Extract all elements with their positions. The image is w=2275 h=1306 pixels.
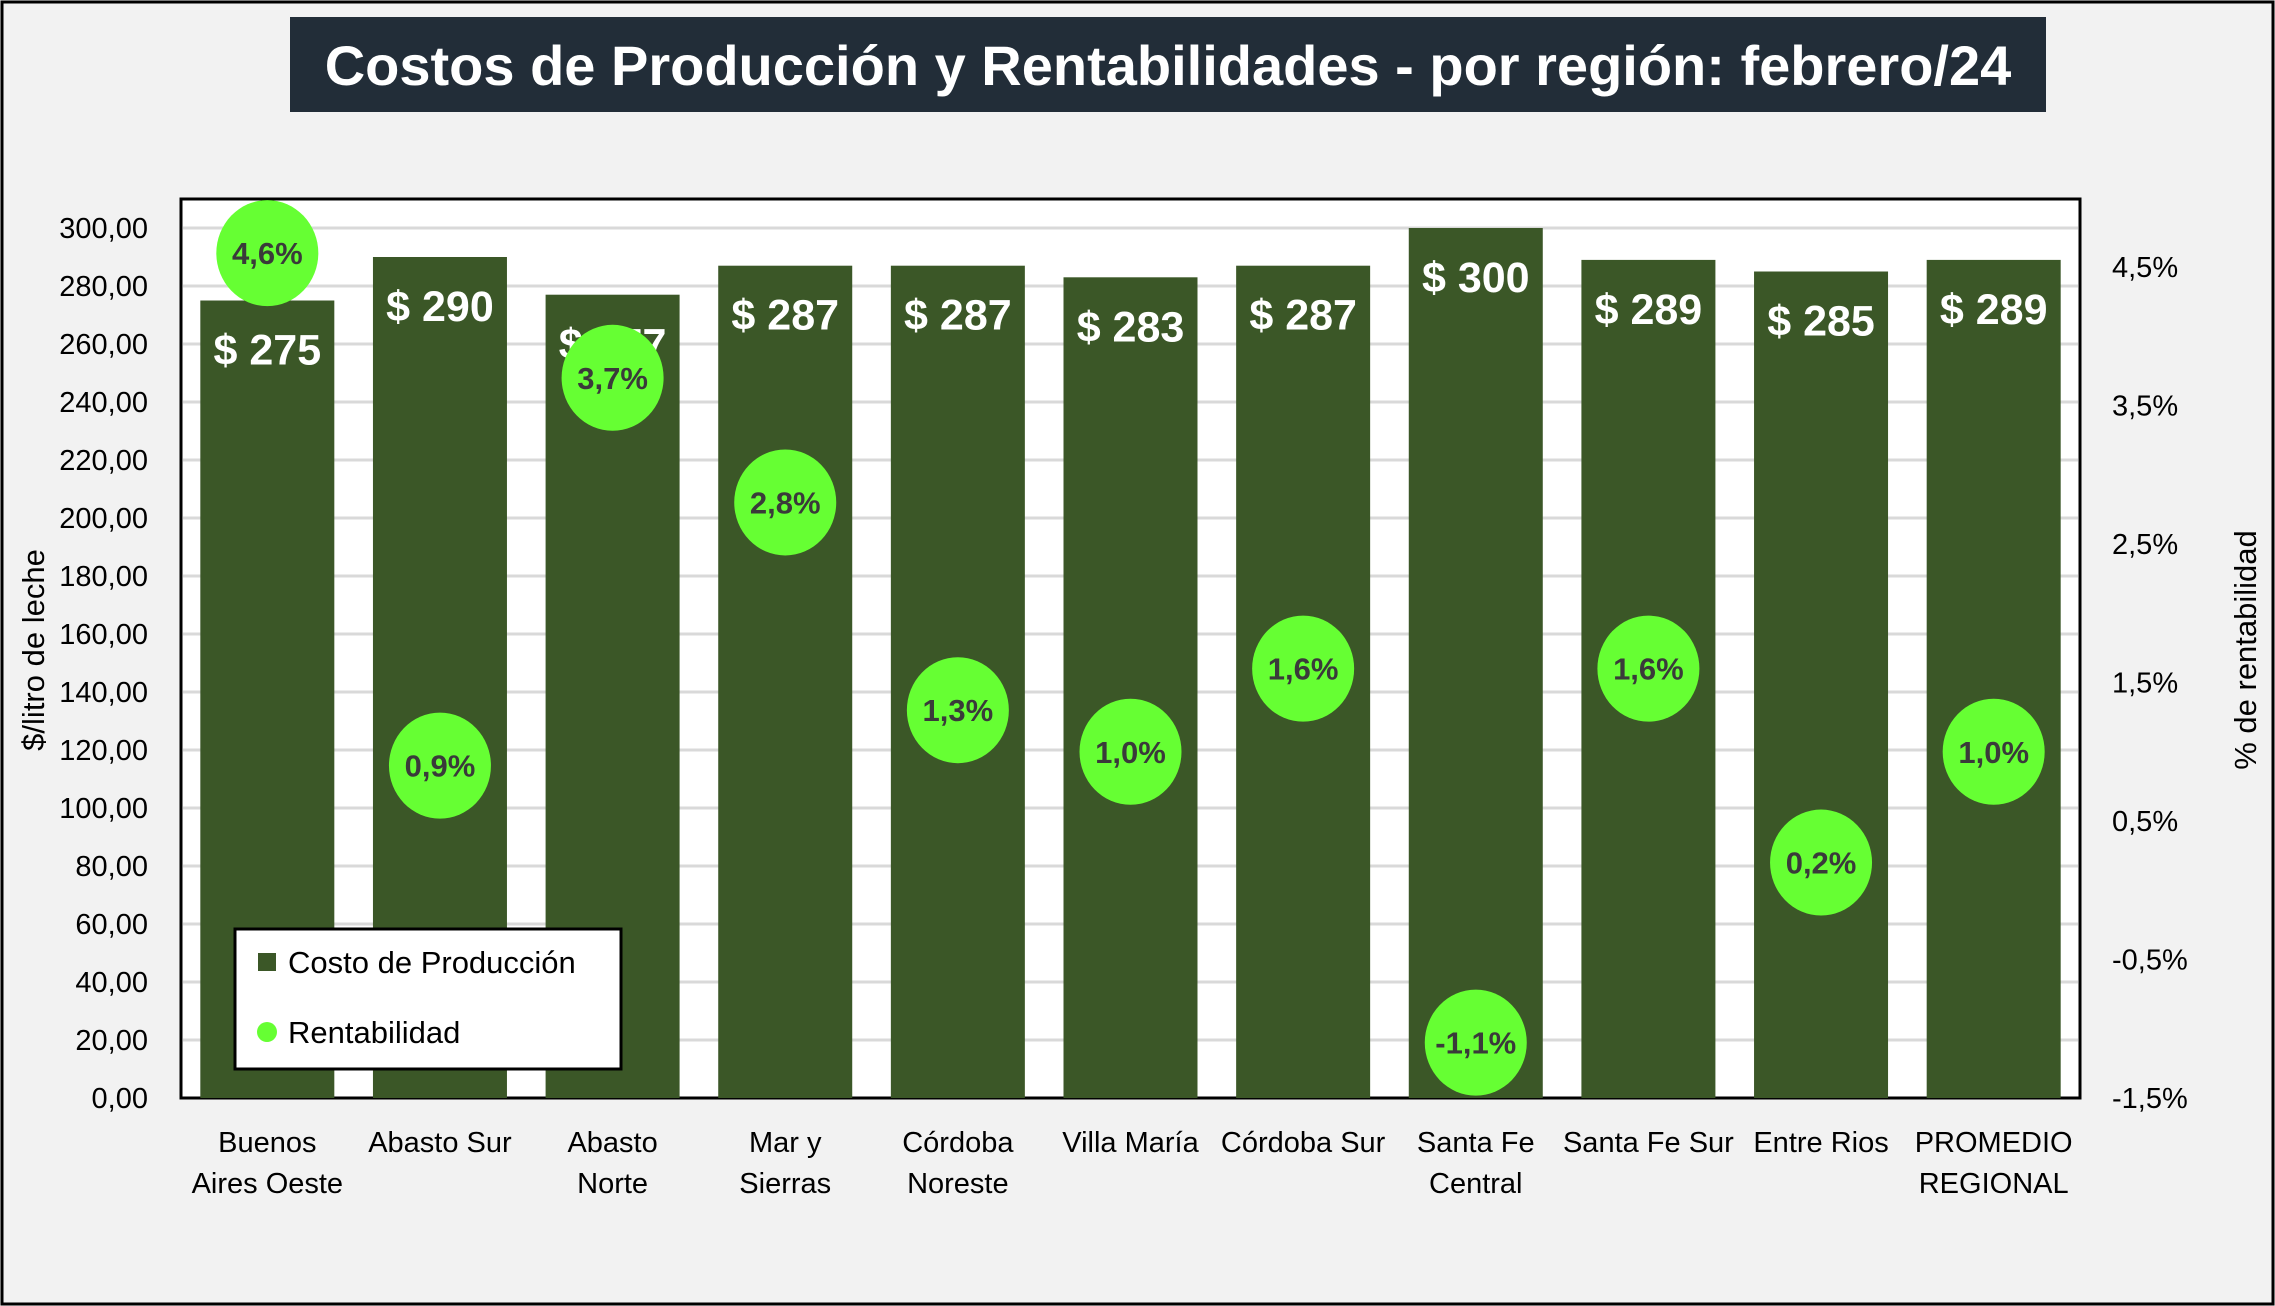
category-label: Córdoba (902, 1127, 1014, 1159)
bar (1408, 228, 1543, 1098)
rentabilidad-data-label: 1,0% (1095, 735, 1166, 770)
rentabilidad-point (1770, 809, 1873, 916)
rentabilidad-point (906, 657, 1009, 764)
legend-swatch-rentabilidad (257, 1022, 277, 1042)
category-label: Aires Oeste (192, 1168, 344, 1200)
rentabilidad-data-label: -1,1% (1435, 1026, 1516, 1061)
y-tick-label: 20,00 (75, 1025, 148, 1057)
category-label: Sierras (739, 1168, 831, 1200)
y-tick-label: 240,00 (59, 387, 148, 419)
y-axis-title: $/litro de leche (16, 549, 51, 751)
chart-title: Costos de Producción y Rentabilidades - … (325, 34, 2012, 97)
y-tick-label: 60,00 (75, 909, 148, 941)
bar-data-label: $ 287 (731, 292, 839, 340)
bar-data-label: $ 289 (1595, 286, 1703, 334)
y-tick-label: 200,00 (59, 503, 148, 535)
category-label: PROMEDIO (1915, 1127, 2073, 1159)
bar (1754, 271, 1889, 1098)
y-tick-label: 160,00 (59, 619, 148, 651)
y2-tick-label: 3,5% (2112, 391, 2178, 423)
category-label: Buenos (218, 1127, 316, 1159)
category-label: Santa Fe (1417, 1127, 1535, 1159)
rentabilidad-point (1252, 615, 1355, 722)
rentabilidad-data-label: 1,6% (1613, 652, 1684, 687)
category-label: Santa Fe Sur (1563, 1127, 1734, 1159)
y-tick-label: 40,00 (75, 967, 148, 999)
legend: Costo de Producción Rentabilidad (233, 927, 623, 1071)
rentabilidad-data-label: 2,8% (750, 485, 821, 520)
y-tick-label: 140,00 (59, 677, 148, 709)
rentabilidad-point (1424, 989, 1527, 1096)
bar-data-label: $ 290 (386, 283, 494, 331)
title-box (290, 17, 2046, 112)
legend-label-rentabilidad: Rentabilidad (288, 1015, 460, 1050)
y2-tick-label: 0,5% (2112, 806, 2178, 838)
bar-data-label: $ 289 (1940, 286, 2048, 334)
rentabilidad-data-label: 0,9% (405, 749, 476, 784)
rentabilidad-data-label: 1,3% (923, 693, 994, 728)
y-tick-label: 260,00 (59, 329, 148, 361)
category-label: Córdoba Sur (1221, 1127, 1386, 1159)
bar (1063, 277, 1198, 1098)
category-label: Noreste (907, 1168, 1009, 1200)
rentabilidad-data-label: 1,0% (1958, 735, 2029, 770)
y2-tick-label: -0,5% (2112, 945, 2188, 977)
bar-data-label: $ 300 (1422, 254, 1530, 302)
category-label: Norte (577, 1168, 648, 1200)
y-tick-label: 80,00 (75, 851, 148, 883)
rentabilidad-data-label: 3,7% (577, 361, 648, 396)
y-tick-label: 120,00 (59, 735, 148, 767)
bar-data-label: $ 275 (214, 327, 322, 375)
bar-data-label: $ 287 (904, 292, 1012, 340)
bar-data-label: $ 285 (1767, 298, 1875, 346)
y-tick-label: 0,00 (92, 1083, 148, 1115)
y-tick-label: 300,00 (59, 213, 148, 245)
rentabilidad-point (216, 200, 319, 307)
legend-swatch-costo (258, 953, 276, 971)
y2-tick-label: -1,5% (2112, 1083, 2188, 1115)
category-label: Abasto Sur (368, 1127, 512, 1159)
y2-tick-label: 1,5% (2112, 668, 2178, 700)
rentabilidad-point (1597, 615, 1700, 722)
legend-label-costo: Costo de Producción (288, 945, 576, 980)
category-label: Abasto (567, 1127, 657, 1159)
y2-tick-label: 2,5% (2112, 529, 2178, 561)
legend-box (233, 927, 623, 1071)
rentabilidad-data-label: 1,6% (1268, 652, 1339, 687)
rentabilidad-point (1942, 698, 2045, 805)
y-tick-label: 180,00 (59, 561, 148, 593)
rentabilidad-point (1079, 698, 1182, 805)
y-tick-label: 100,00 (59, 793, 148, 825)
y-tick-label: 220,00 (59, 445, 148, 477)
y2-tick-label: 4,5% (2112, 252, 2178, 284)
rentabilidad-data-label: 0,2% (1786, 846, 1857, 881)
rentabilidad-point (561, 324, 664, 431)
category-label: Mar y (749, 1127, 822, 1159)
bar (1926, 259, 2061, 1098)
bar (718, 265, 853, 1098)
category-label: Villa María (1062, 1127, 1199, 1159)
category-label: Central (1429, 1168, 1523, 1200)
rentabilidad-point (734, 449, 837, 556)
bar-data-label: $ 283 (1077, 303, 1185, 351)
rentabilidad-data-label: 4,6% (232, 236, 303, 271)
y-tick-label: 280,00 (59, 271, 148, 303)
category-label: REGIONAL (1919, 1168, 2069, 1200)
bar-data-label: $ 287 (1249, 292, 1357, 340)
y2-axis-title: % de rentabilidad (2228, 530, 2263, 770)
rentabilidad-point (388, 712, 491, 819)
category-label: Entre Rios (1753, 1127, 1888, 1159)
